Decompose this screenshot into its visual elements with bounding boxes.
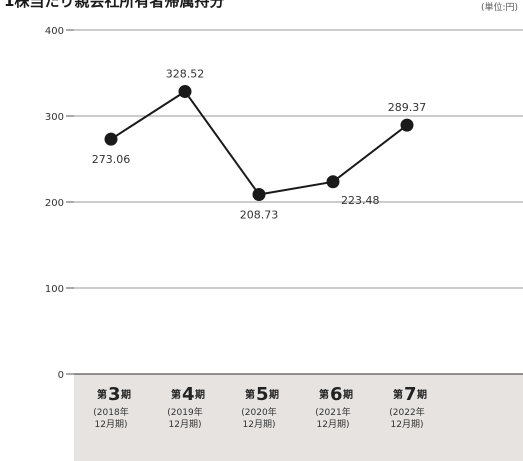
data-point <box>104 132 118 146</box>
category-suffix: 期 <box>195 388 205 401</box>
data-label: 328.52 <box>166 67 205 80</box>
category-year: (2022年 <box>389 406 424 418</box>
category-suffix: 期 <box>121 388 131 401</box>
category-month: 12月期) <box>317 419 350 430</box>
category-number: 4 <box>182 384 195 405</box>
data-label: 208.73 <box>240 208 279 221</box>
category-number: 7 <box>404 384 417 405</box>
y-tick-label: 200 <box>45 198 64 209</box>
category-suffix: 期 <box>269 388 279 401</box>
y-tick-labels-layer: 0 100 200 300 400 <box>45 26 64 381</box>
y-tick-label: 0 <box>58 370 64 381</box>
category-prefix: 第 <box>171 388 181 401</box>
category-month: 12月期) <box>243 419 276 430</box>
unit-label: (単位:円) <box>481 1 518 13</box>
category-number: 6 <box>330 384 343 405</box>
series-line-layer <box>110 90 408 196</box>
category-prefix: 第 <box>97 388 107 401</box>
data-label: 223.48 <box>341 194 380 207</box>
category-year: (2020年 <box>241 406 276 418</box>
chart-title: 1株当たり親会社所有者帰属持分 <box>4 0 224 10</box>
data-label: 289.37 <box>388 101 427 114</box>
data-label: 273.06 <box>92 153 131 166</box>
data-labels-layer: 273.06 328.52 208.73 223.48 289.37 <box>92 67 427 221</box>
y-tick-label: 400 <box>45 26 64 37</box>
category-number: 5 <box>256 384 269 405</box>
data-point <box>326 175 340 189</box>
category-number: 3 <box>108 384 121 405</box>
category-prefix: 第 <box>319 388 329 401</box>
category-month: 12月期) <box>391 419 424 430</box>
y-tick-label: 300 <box>45 112 64 123</box>
y-tick-label: 100 <box>45 284 64 295</box>
category-band <box>74 374 523 461</box>
category-year: (2018年 <box>93 406 128 418</box>
category-month: 12月期) <box>169 419 202 430</box>
category-month: 12月期) <box>95 419 128 430</box>
category-suffix: 期 <box>343 388 353 401</box>
category-band-layer <box>74 374 523 461</box>
category-prefix: 第 <box>393 388 403 401</box>
category-suffix: 期 <box>417 388 427 401</box>
series-line <box>110 90 408 196</box>
category-year: (2019年 <box>167 406 202 418</box>
data-points-layer <box>104 84 414 201</box>
gridlines-layer <box>66 29 523 375</box>
data-point <box>252 187 266 201</box>
category-prefix: 第 <box>245 388 255 401</box>
data-point <box>400 118 414 132</box>
data-point <box>178 84 192 98</box>
category-year: (2021年 <box>315 406 350 418</box>
